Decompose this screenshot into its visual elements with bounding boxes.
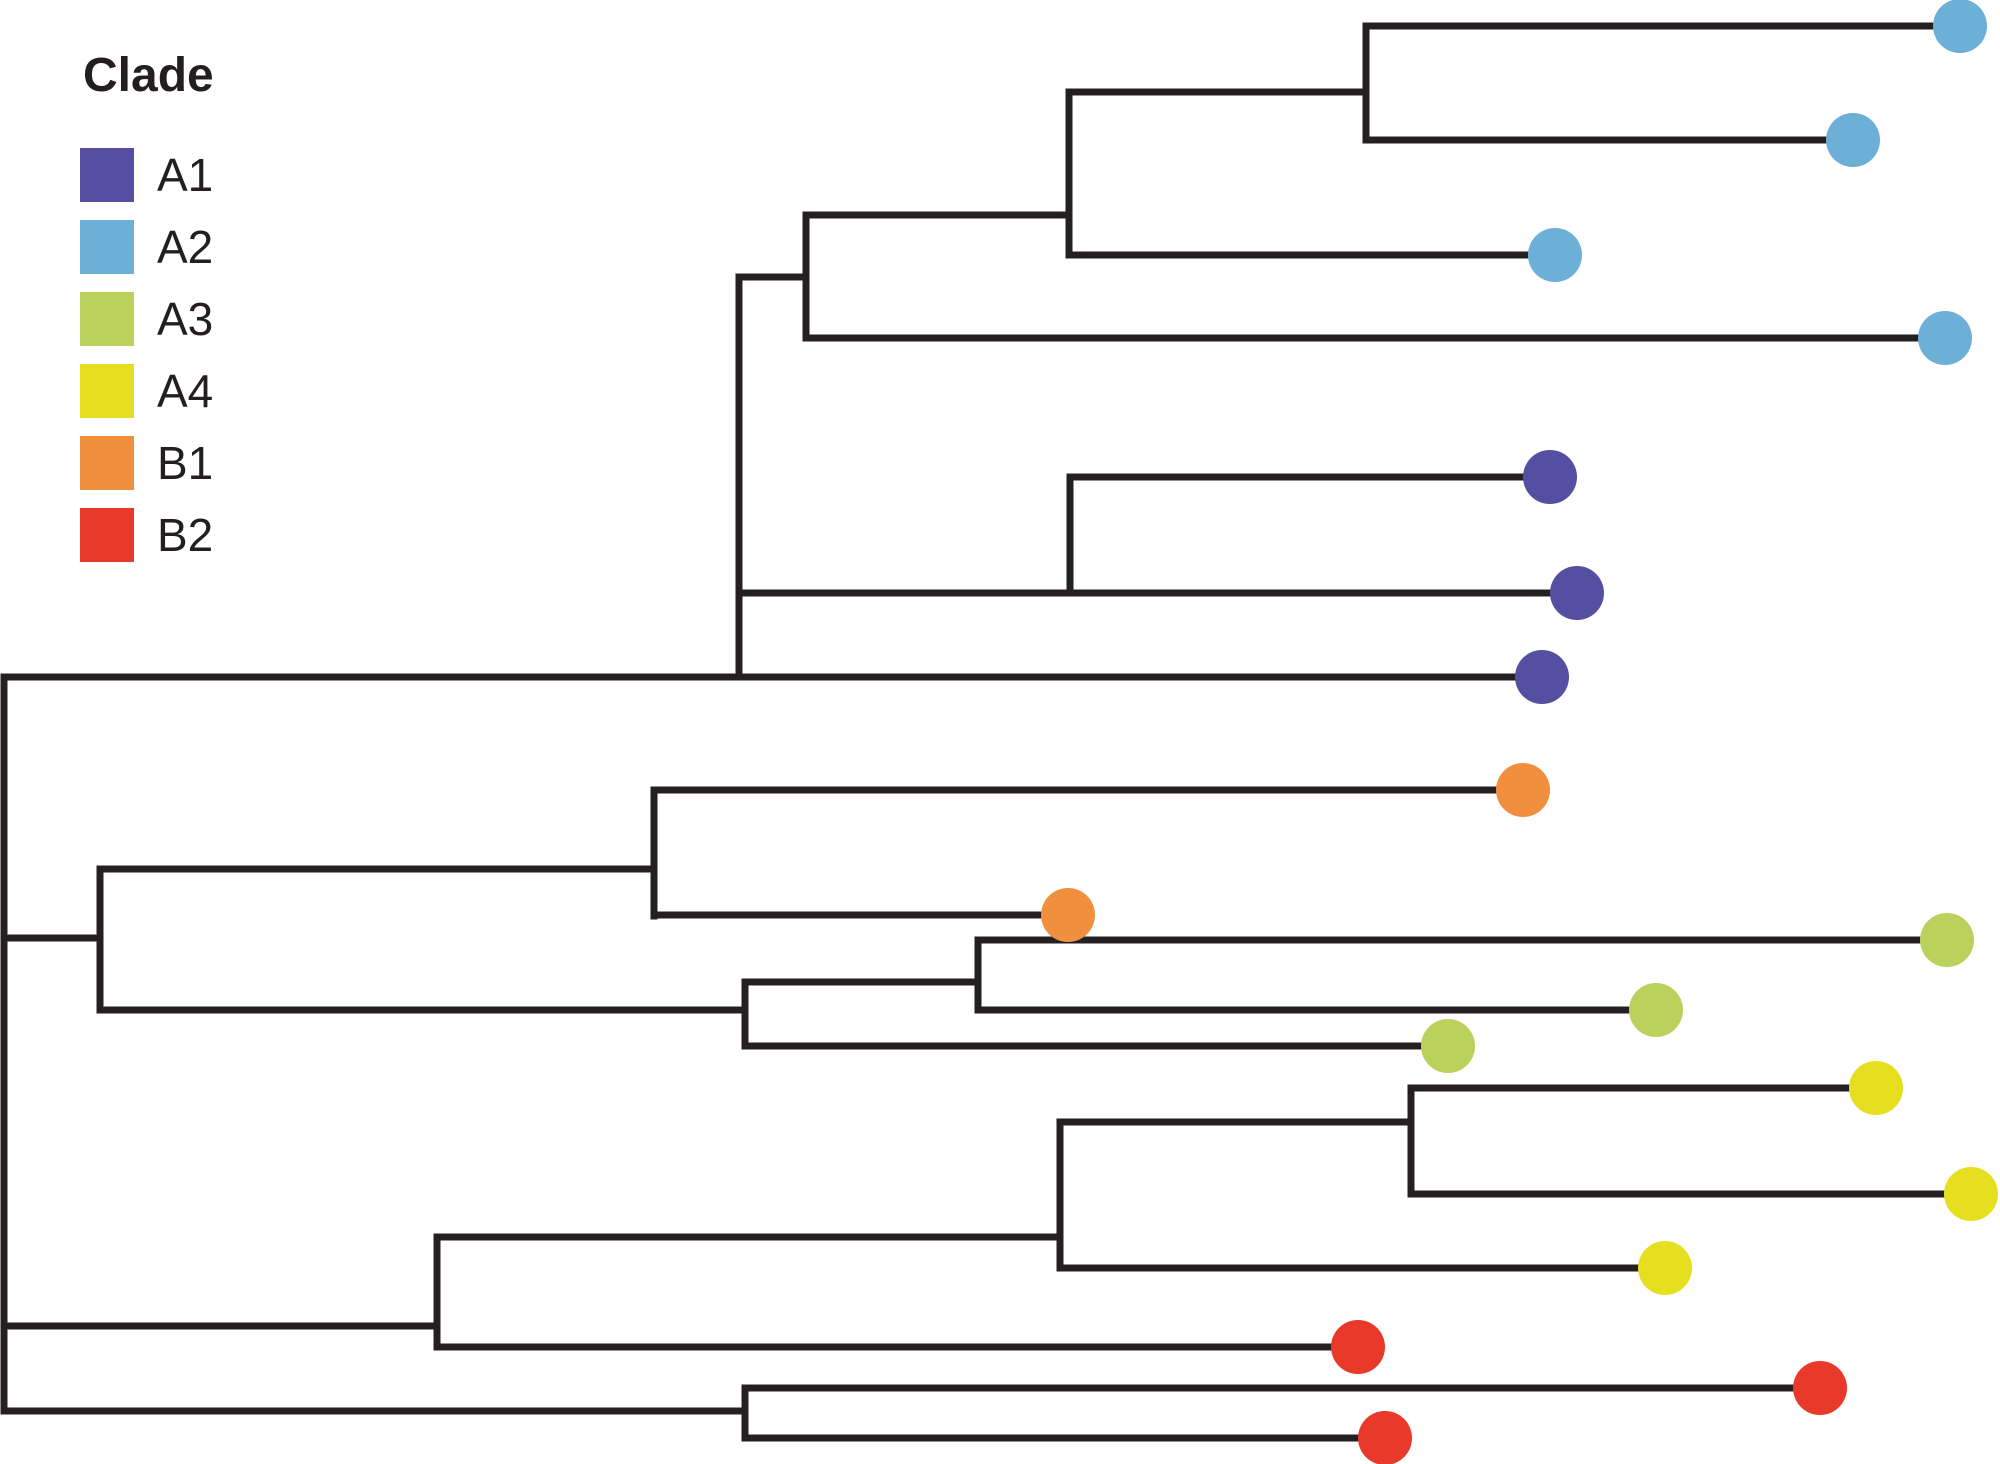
legend-swatch-a1 xyxy=(80,148,134,202)
tip-node-a2 xyxy=(1933,0,1987,53)
legend-label-a3: A3 xyxy=(157,293,214,345)
legend-swatch-a3 xyxy=(80,292,134,346)
legend-label-a4: A4 xyxy=(157,365,214,417)
legend-swatch-b2 xyxy=(80,508,134,562)
legend-swatch-a2 xyxy=(80,220,134,274)
tip-node-b1 xyxy=(1041,888,1095,942)
tip-node-a1 xyxy=(1523,450,1577,504)
tip-node-a3 xyxy=(1629,983,1683,1037)
tip-node-a2 xyxy=(1528,228,1582,282)
legend-item-b2: B2 xyxy=(80,508,214,562)
tip-node-b2 xyxy=(1331,1320,1385,1374)
tip-node-a2 xyxy=(1826,113,1880,167)
tip-node-a3 xyxy=(1920,913,1974,967)
tip-node-a2 xyxy=(1918,311,1972,365)
tip-node-a4 xyxy=(1944,1167,1998,1221)
legend-label-a1: A1 xyxy=(157,149,214,201)
legend-swatch-a4 xyxy=(80,364,134,418)
clade-legend: Clade A1 A2 A3 A4 B1 B2 xyxy=(80,52,214,580)
tip-node-a3 xyxy=(1421,1019,1475,1073)
legend-title: Clade xyxy=(83,49,214,102)
tip-node-b2 xyxy=(1358,1411,1412,1464)
legend-item-a3: A3 xyxy=(80,292,214,346)
legend-items: A1 A2 A3 A4 B1 B2 xyxy=(80,148,214,562)
legend-item-b1: B1 xyxy=(80,436,214,490)
legend-item-a4: A4 xyxy=(80,364,214,418)
legend-label-b2: B2 xyxy=(157,509,214,561)
legend-item-a2: A2 xyxy=(80,220,214,274)
tip-node-b1 xyxy=(1496,763,1550,817)
legend-item-a1: A1 xyxy=(80,148,214,202)
legend-label-a2: A2 xyxy=(157,221,214,273)
legend-label-b1: B1 xyxy=(157,437,214,489)
tip-node-a1 xyxy=(1550,566,1604,620)
legend-swatch-b1 xyxy=(80,436,134,490)
tip-node-a4 xyxy=(1849,1061,1903,1115)
tip-node-a1 xyxy=(1515,650,1569,704)
tip-node-a4 xyxy=(1638,1241,1692,1295)
tip-node-b2 xyxy=(1793,1361,1847,1415)
